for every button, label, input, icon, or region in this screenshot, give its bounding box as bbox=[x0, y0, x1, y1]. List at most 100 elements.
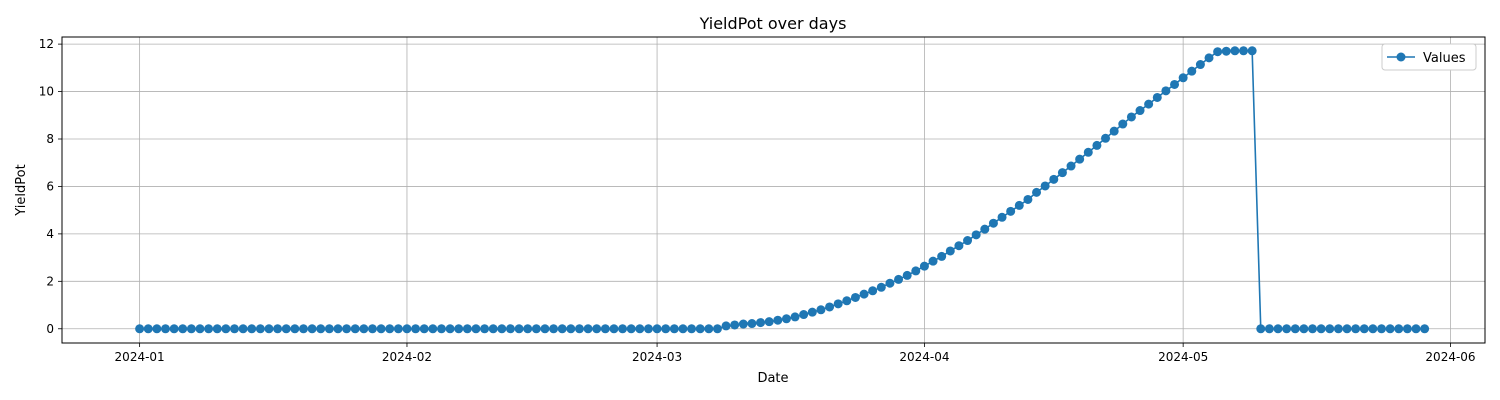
data-point bbox=[1118, 119, 1128, 129]
data-point bbox=[1411, 324, 1421, 334]
data-point bbox=[1342, 324, 1352, 334]
data-point bbox=[290, 324, 300, 334]
data-point bbox=[807, 307, 817, 317]
data-point bbox=[1023, 194, 1033, 204]
data-point bbox=[919, 261, 929, 271]
data-point bbox=[721, 321, 731, 331]
y-tick-label: 8 bbox=[46, 132, 54, 146]
data-point bbox=[307, 324, 317, 334]
data-point bbox=[342, 324, 352, 334]
data-point bbox=[1316, 324, 1326, 334]
y-tick-label: 10 bbox=[39, 85, 54, 99]
y-tick-label: 0 bbox=[46, 322, 54, 336]
data-point bbox=[825, 302, 835, 312]
data-point bbox=[997, 212, 1007, 222]
data-point bbox=[1256, 324, 1266, 334]
data-point bbox=[816, 305, 826, 315]
data-point bbox=[704, 324, 714, 334]
data-point bbox=[1083, 147, 1093, 157]
x-tick-label: 2024-02 bbox=[382, 350, 432, 364]
x-axis-ticks: 2024-01 2024-02 2024-03 2024-04 2024-05 2024-… bbox=[115, 343, 1476, 364]
data-point bbox=[747, 319, 757, 329]
series-line-group bbox=[139, 49, 1425, 330]
data-point bbox=[1066, 161, 1076, 171]
data-point bbox=[523, 324, 533, 334]
data-point bbox=[1230, 46, 1240, 56]
data-point bbox=[592, 324, 602, 334]
data-point bbox=[963, 236, 973, 246]
data-point bbox=[1273, 324, 1283, 334]
data-point bbox=[583, 324, 593, 334]
series-line bbox=[139, 49, 1425, 330]
data-point bbox=[1264, 324, 1274, 334]
data-point bbox=[669, 324, 679, 334]
data-point bbox=[367, 324, 377, 334]
data-point bbox=[574, 324, 584, 334]
data-point bbox=[885, 278, 895, 288]
data-point bbox=[531, 324, 541, 334]
data-point bbox=[238, 324, 248, 334]
series-points bbox=[135, 46, 1430, 334]
x-axis-label: Date bbox=[757, 371, 788, 386]
data-point bbox=[1032, 187, 1042, 197]
data-point bbox=[557, 324, 567, 334]
data-point bbox=[393, 324, 403, 334]
data-point bbox=[1135, 106, 1145, 116]
x-tick-label: 2024-04 bbox=[899, 350, 949, 364]
data-point bbox=[842, 296, 852, 306]
data-point bbox=[799, 310, 809, 320]
data-point bbox=[894, 274, 904, 284]
data-point bbox=[781, 314, 791, 324]
data-point bbox=[1178, 73, 1188, 83]
data-point bbox=[1221, 46, 1231, 56]
data-point bbox=[1325, 324, 1335, 334]
data-point bbox=[316, 324, 326, 334]
data-point bbox=[273, 324, 283, 334]
data-point bbox=[1014, 200, 1024, 210]
legend: Values bbox=[1381, 43, 1477, 71]
data-point bbox=[1057, 168, 1067, 178]
data-point bbox=[281, 324, 291, 334]
data-point bbox=[652, 324, 662, 334]
data-point bbox=[902, 270, 912, 280]
data-point bbox=[1239, 46, 1249, 56]
data-point bbox=[298, 324, 308, 334]
data-point bbox=[497, 324, 507, 334]
legend-box bbox=[1381, 43, 1477, 71]
data-point bbox=[1282, 324, 1292, 334]
data-point bbox=[488, 324, 498, 334]
x-tick-label: 2024-05 bbox=[1158, 350, 1208, 364]
data-point bbox=[454, 324, 464, 334]
data-point bbox=[255, 324, 265, 334]
data-point bbox=[471, 324, 481, 334]
data-point bbox=[505, 324, 515, 334]
data-point bbox=[1161, 86, 1171, 96]
data-point bbox=[1308, 324, 1318, 334]
data-point bbox=[333, 324, 343, 334]
data-point bbox=[186, 324, 196, 334]
data-point bbox=[1040, 181, 1050, 191]
data-point bbox=[169, 324, 179, 334]
data-point bbox=[229, 324, 239, 334]
data-point bbox=[514, 324, 524, 334]
data-point bbox=[1394, 324, 1404, 334]
data-point bbox=[402, 324, 412, 334]
data-point bbox=[436, 324, 446, 334]
data-point bbox=[1092, 140, 1102, 150]
data-point bbox=[868, 286, 878, 296]
data-point bbox=[833, 299, 843, 309]
data-point bbox=[480, 324, 490, 334]
data-point bbox=[1299, 324, 1309, 334]
data-point bbox=[756, 318, 766, 328]
y-tick-label: 4 bbox=[46, 227, 54, 241]
data-point bbox=[195, 324, 205, 334]
data-point bbox=[324, 324, 334, 334]
data-point bbox=[204, 324, 214, 334]
data-point bbox=[1351, 324, 1361, 334]
data-point bbox=[687, 324, 697, 334]
legend-marker bbox=[1396, 52, 1406, 62]
y-tick-label: 2 bbox=[46, 274, 54, 288]
data-point bbox=[1333, 324, 1343, 334]
data-point bbox=[1290, 324, 1300, 334]
